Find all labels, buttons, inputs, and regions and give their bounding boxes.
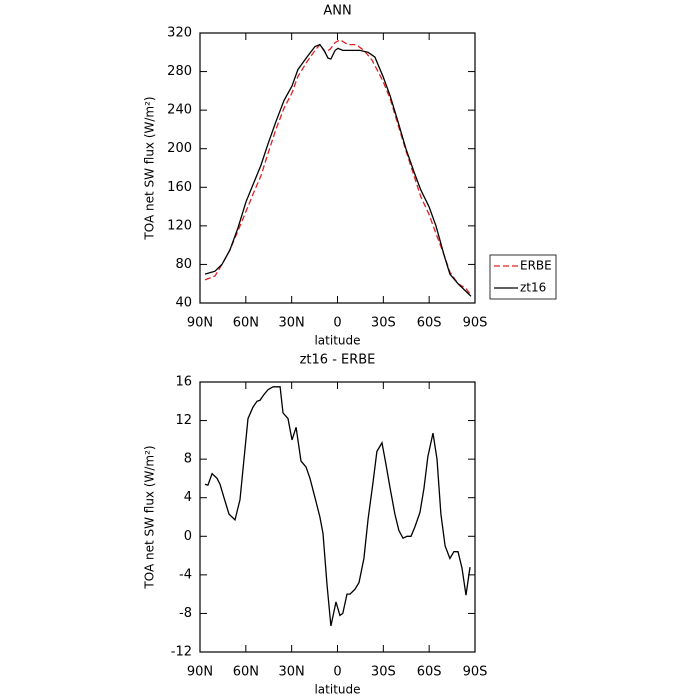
x-tick-label: 30S: [371, 316, 396, 331]
y-tick-label: 40: [175, 296, 192, 311]
y-tick-label: 0: [184, 529, 192, 544]
y-tick-label: 4: [184, 490, 192, 505]
y-tick-label: 160: [167, 180, 192, 195]
y-tick-label: 200: [167, 141, 192, 156]
y-tick-label: 16: [175, 375, 192, 390]
chart-title: zt16 - ERBE: [300, 353, 376, 368]
legend-label: zt16: [520, 281, 546, 295]
x-tick-label: 60S: [417, 665, 442, 680]
line: [204, 39, 472, 296]
y-tick-label: 320: [167, 26, 192, 41]
y-tick-label: -4: [179, 567, 192, 582]
legend-box: [489, 254, 557, 300]
x-tick-label: 90S: [463, 316, 488, 331]
y-tick-label: -12: [171, 645, 192, 660]
y-tick-label: 12: [175, 413, 192, 428]
y-tick-label: 8: [184, 452, 192, 467]
plot-frame: [199, 381, 476, 653]
x-tick-label: 90N: [187, 316, 213, 331]
line: [204, 386, 471, 627]
x-tick-label: 90S: [463, 665, 488, 680]
line: [204, 43, 472, 297]
y-tick-label: -8: [179, 606, 192, 621]
x-tick-label: 90N: [187, 665, 213, 680]
y-axis-label: TOA net SW flux (W/m²): [143, 96, 157, 240]
x-tick-label: 30S: [371, 665, 396, 680]
chart-title: ANN: [323, 4, 351, 19]
legend-label: ERBE: [520, 259, 552, 273]
y-tick-label: 240: [167, 103, 192, 118]
x-tick-label: 60N: [233, 665, 259, 680]
plot-frame: [199, 32, 476, 304]
x-tick-label: 30N: [279, 316, 305, 331]
x-tick-label: 30N: [279, 665, 305, 680]
y-tick-label: 80: [175, 257, 192, 272]
y-tick-label: 280: [167, 64, 192, 79]
y-axis-label: TOA net SW flux (W/m²): [143, 445, 157, 589]
x-axis-label: latitude: [314, 334, 360, 348]
x-tick-label: 60S: [417, 316, 442, 331]
y-tick-label: 120: [167, 218, 192, 233]
x-axis-label: latitude: [314, 683, 360, 697]
x-tick-label: 60N: [233, 316, 259, 331]
x-tick-label: 0: [333, 665, 341, 680]
x-tick-label: 0: [333, 316, 341, 331]
